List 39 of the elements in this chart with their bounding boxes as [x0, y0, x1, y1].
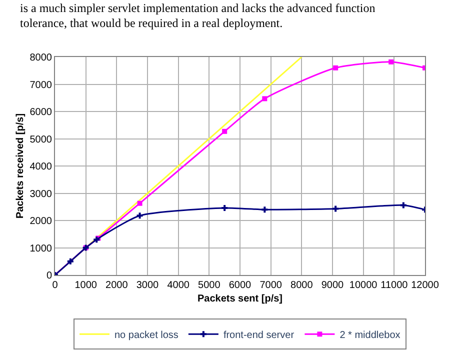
- x-tick-label: 7000: [260, 280, 282, 291]
- point: [262, 206, 268, 213]
- x-tick-label: 10000: [349, 280, 378, 291]
- x-tick-label: 2000: [106, 280, 128, 291]
- point: [332, 206, 339, 212]
- point: [67, 258, 74, 264]
- point: [400, 202, 406, 208]
- y-tick-label: 4000: [30, 162, 52, 172]
- y-tick-label: 7000: [30, 80, 52, 91]
- x-tick-label: 6000: [228, 280, 252, 291]
- x-tick-label: 9000: [321, 280, 344, 291]
- y-tick-label: 6000: [30, 107, 52, 118]
- text: tolerance, that would be required in a real deployment.: [20, 16, 283, 30]
- y-axis-title: Packets received [p/s]: [14, 113, 26, 219]
- x-tick-label: 12000: [411, 280, 440, 291]
- x-tick-label: 11000: [380, 280, 408, 291]
- point: [222, 204, 228, 211]
- y-tick-label: 1000: [30, 243, 52, 254]
- point: [388, 59, 394, 64]
- point: [137, 200, 142, 206]
- x-tick-label: 5000: [198, 280, 221, 291]
- y-tick-label: 5000: [30, 134, 52, 146]
- point: [222, 128, 228, 134]
- x-tick-label: 3000: [136, 280, 160, 291]
- text: is a much simpler servlet implementation and lacks the advanced function: [20, 1, 376, 15]
- legend-label: front-end server: [223, 330, 295, 341]
- legend-label: 2 * middlebox: [340, 330, 400, 341]
- x-tick-label: 1000: [74, 280, 98, 291]
- legend-label: no packet loss: [114, 330, 178, 341]
- point: [262, 96, 268, 102]
- point: [136, 212, 143, 219]
- x-axis-title: Packets sent [p/s]: [197, 294, 283, 304]
- x-tick-label: 4000: [167, 280, 190, 291]
- y-tick-label: 2000: [30, 216, 52, 227]
- y-tick-label: 3000: [30, 188, 52, 200]
- y-tick-label: 8000: [30, 52, 52, 64]
- y-tick-label: 0: [46, 270, 52, 282]
- x-tick-label: 8000: [290, 280, 314, 291]
- point: [333, 65, 338, 70]
